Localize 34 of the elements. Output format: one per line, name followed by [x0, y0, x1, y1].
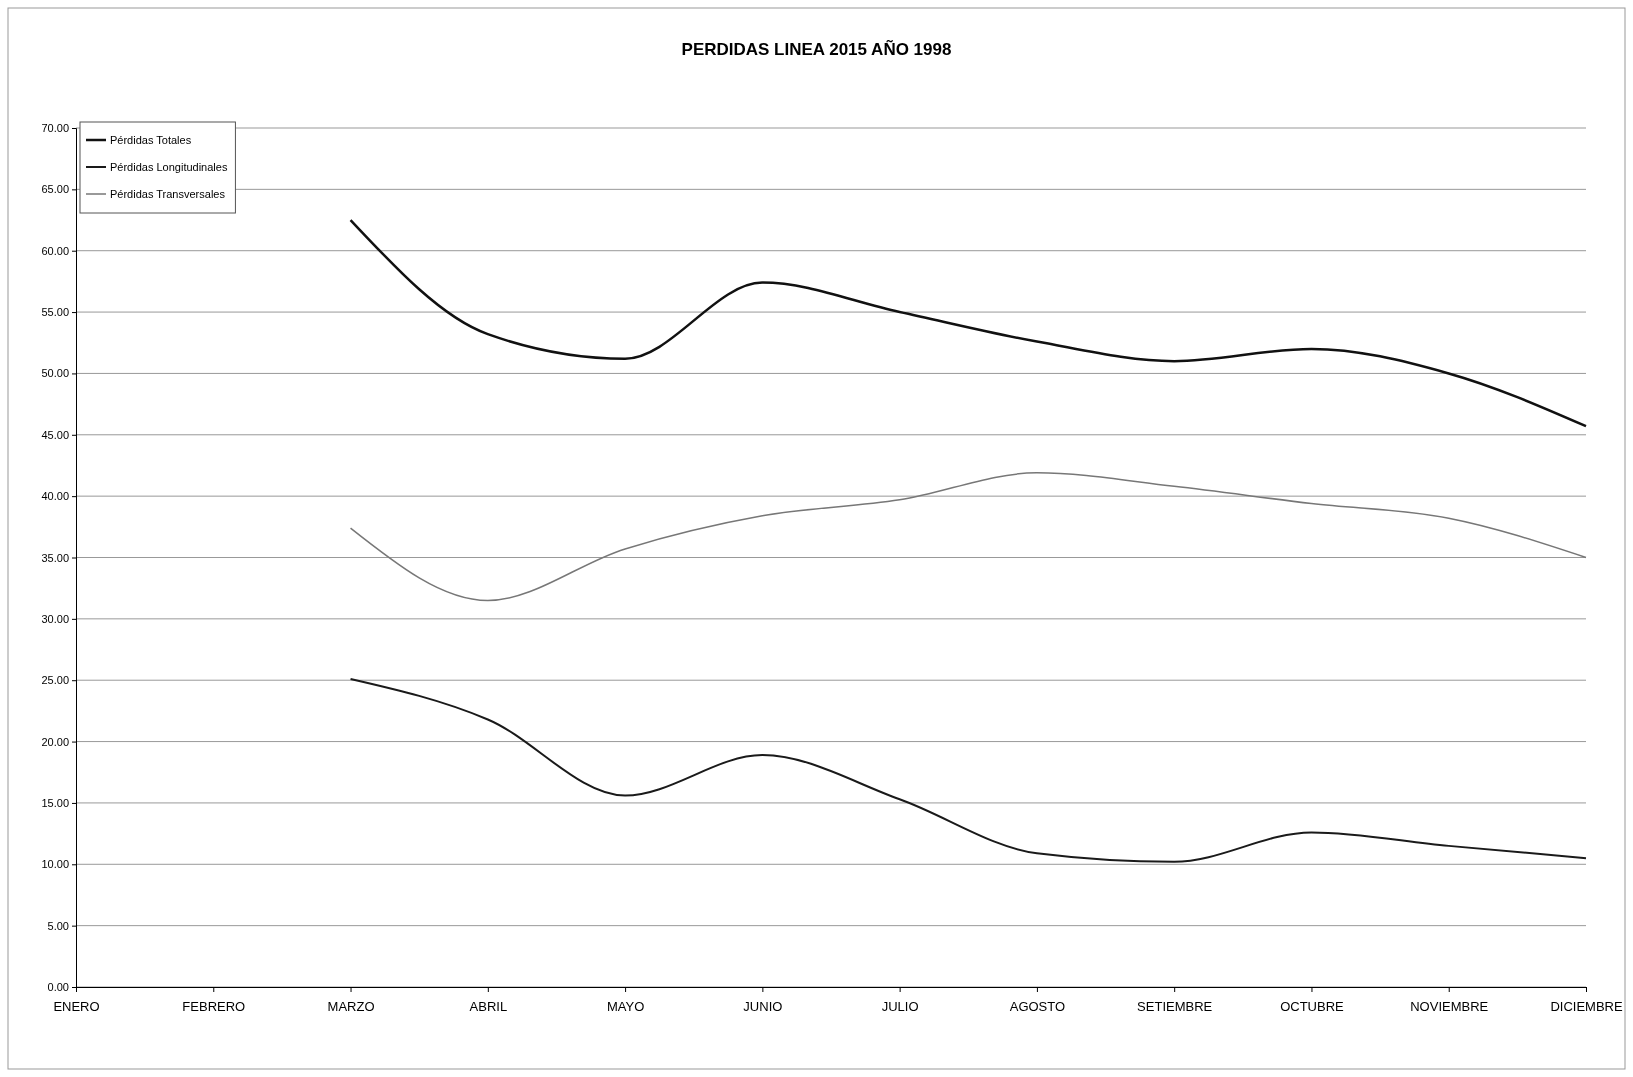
y-tick-label: 20.00	[41, 735, 69, 748]
y-tick-label: 10.00	[41, 858, 69, 871]
y-tick-label: 65.00	[41, 183, 69, 196]
x-tick-label: MAYO	[606, 998, 645, 1014]
y-tick-label: 50.00	[41, 367, 69, 380]
chart-title: PERDIDAS LINEA 2015 AÑO 1998	[681, 39, 952, 59]
x-tick-label: SETIEMBRE	[1137, 998, 1213, 1014]
x-tick-label: OCTUBRE	[1280, 998, 1345, 1014]
x-tick-label: JUNIO	[743, 998, 783, 1014]
line-series	[349, 218, 1588, 428]
x-tick-label: AGOSTO	[1009, 998, 1066, 1014]
y-tick-label: 55.00	[41, 306, 69, 319]
legend-label: Pérdidas Totales	[110, 134, 192, 146]
x-tick-label: MARZO	[327, 998, 375, 1014]
x-tick-label: ABRIL	[469, 998, 508, 1014]
y-tick-label: 30.00	[41, 612, 69, 625]
line-series	[349, 472, 1587, 602]
x-tick-label: DICIEMBRE	[1550, 998, 1623, 1014]
x-tick-label: NOVIEMBRE	[1410, 998, 1489, 1014]
x-tick-label: ENERO	[53, 998, 100, 1014]
y-tick-label: 70.00	[41, 122, 69, 135]
y-tick-label: 60.00	[41, 244, 69, 257]
y-tick-label: 45.00	[41, 428, 69, 441]
y-tick-label: 5.00	[47, 919, 69, 932]
legend-label: Pérdidas Transversales	[110, 188, 226, 200]
x-tick-label: JULIO	[881, 998, 919, 1014]
y-tick-label: 0.00	[47, 981, 69, 994]
legend-label: Pérdidas Longitudinales	[110, 161, 228, 173]
x-tick-label: FEBRERO	[182, 998, 246, 1014]
y-tick-label: 35.00	[41, 551, 69, 564]
y-tick-label: 15.00	[41, 796, 69, 809]
y-tick-label: 40.00	[41, 490, 69, 503]
y-tick-label: 25.00	[41, 674, 69, 687]
line-series	[349, 677, 1587, 863]
